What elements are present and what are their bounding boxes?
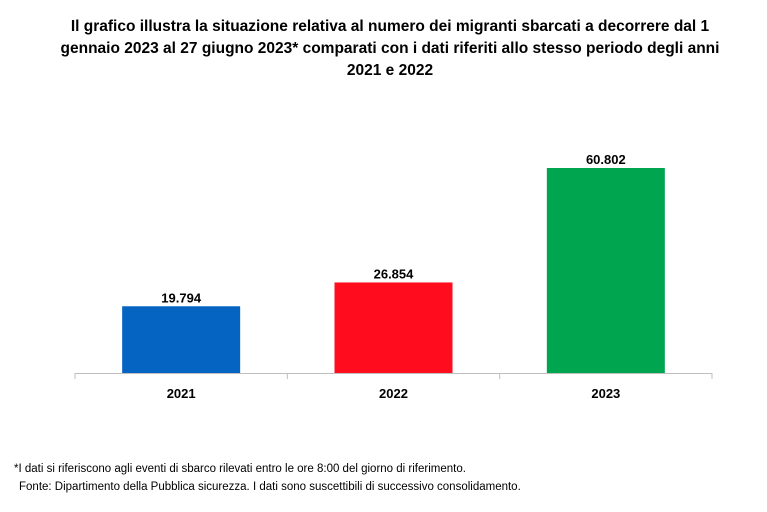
- data-label-2021: 19.794: [161, 290, 202, 305]
- chart-notes: *I dati si riferiscono agli eventi di sb…: [14, 460, 521, 496]
- labels-layer: 19.794 2021 26.854 2022 60.802 2023: [161, 152, 625, 401]
- bar-2022: [334, 282, 453, 373]
- x-tick-label-2022: 2022: [379, 386, 408, 401]
- bar-2021: [122, 306, 241, 373]
- footnote: *I dati si riferiscono agli eventi di sb…: [14, 463, 466, 475]
- data-label-2023: 60.802: [586, 152, 626, 167]
- x-axis-ticks: [74, 373, 713, 379]
- bars-layer: [122, 168, 665, 373]
- x-tick-label-2023: 2023: [591, 386, 620, 401]
- x-tick-label-2021: 2021: [167, 386, 196, 401]
- data-label-2022: 26.854: [374, 266, 415, 281]
- bar-2023: [546, 168, 665, 373]
- chart-title: Il grafico illustra la situazione relati…: [60, 18, 720, 79]
- source-note: Fonte: Dipartimento della Pubblica sicur…: [19, 481, 521, 493]
